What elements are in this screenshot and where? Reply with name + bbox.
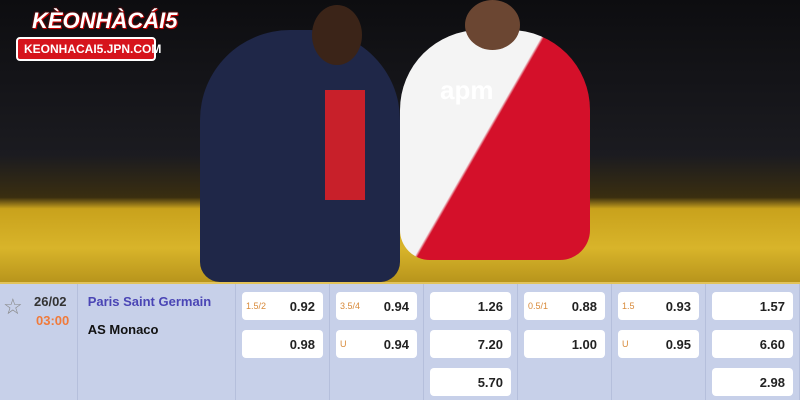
odds-button[interactable]: 0.5/1 0.88	[524, 292, 605, 320]
odds-button[interactable]: U 0.95	[618, 330, 699, 358]
odds-column: 1.26 7.20 5.70	[424, 284, 518, 400]
odds-value: 6.60	[759, 336, 785, 352]
match-time: 03:00	[36, 313, 70, 328]
handicap-label: U	[340, 339, 347, 349]
odds-value: 7.20	[477, 336, 503, 352]
brand-logo[interactable]: KÈONHÀCÁI5 KEONHACAI5.JPN.COM	[16, 8, 177, 61]
odds-value: 1.57	[759, 298, 785, 314]
odds-value: 5.70	[477, 374, 503, 390]
odds-row: ☆ 26/02 03:00 Paris Saint Germain AS Mon…	[0, 282, 800, 400]
handicap-label: 0.5/1	[528, 301, 549, 311]
odds-button[interactable]: 1.26	[430, 292, 511, 320]
match-time-cell: ☆ 26/02 03:00	[0, 284, 78, 400]
odds-button[interactable]: 5.70	[430, 368, 511, 396]
player-psg-head	[312, 5, 362, 65]
odds-button[interactable]: 7.20	[430, 330, 511, 358]
odds-value: 0.94	[383, 298, 409, 314]
odds-value: 0.95	[665, 336, 691, 352]
home-team[interactable]: Paris Saint Germain	[87, 294, 212, 309]
handicap-label: U	[622, 339, 629, 349]
odds-value: 0.93	[665, 298, 691, 314]
odds-value: 1.00	[571, 336, 597, 352]
odds-button[interactable]: 0.98	[242, 330, 323, 358]
teams-cell: Paris Saint Germain AS Monaco	[78, 284, 236, 400]
star-outline-icon[interactable]: ☆	[3, 294, 23, 319]
player-monaco-head	[465, 0, 520, 50]
match-date: 26/02	[34, 294, 67, 309]
player-monaco	[400, 30, 590, 260]
odds-column: 1.5/2 0.92 0.98	[236, 284, 330, 400]
odds-button[interactable]: 2.98	[712, 368, 793, 396]
away-team: AS Monaco	[87, 322, 159, 337]
psg-jersey-stripe	[325, 90, 365, 200]
odds-value: 0.88	[571, 298, 597, 314]
odds-column: 1.57 6.60 2.98	[706, 284, 800, 400]
odds-button[interactable]: 1.5/2 0.92	[242, 292, 323, 320]
odds-value: 0.92	[289, 298, 315, 314]
odds-column: 1.5 0.93 U 0.95	[612, 284, 706, 400]
brand-name: KÈONHÀCÁI5	[32, 8, 178, 33]
jersey-sponsor: apm	[440, 75, 494, 105]
odds-button[interactable]: U 0.94	[336, 330, 417, 358]
odds-button[interactable]: 1.57	[712, 292, 793, 320]
odds-value: 0.98	[289, 336, 315, 352]
odds-column: 0.5/1 0.88 1.00	[518, 284, 612, 400]
odds-value: 0.94	[383, 336, 409, 352]
handicap-label: 1.5/2	[246, 301, 267, 311]
odds-value: 1.26	[477, 298, 503, 314]
player-psg	[200, 30, 400, 282]
odds-value: 2.98	[759, 374, 785, 390]
odds-button[interactable]: 6.60	[712, 330, 793, 358]
handicap-label: 1.5	[622, 301, 635, 311]
odds-button[interactable]: 3.5/4 0.94	[336, 292, 417, 320]
brand-url: KEONHACAI5.JPN.COM	[16, 37, 161, 61]
hero-photo: apm	[0, 0, 800, 282]
odds-button[interactable]: 1.5 0.93	[618, 292, 699, 320]
odds-column: 3.5/4 0.94 U 0.94	[330, 284, 424, 400]
handicap-label: 3.5/4	[340, 301, 361, 311]
odds-button[interactable]: 1.00	[524, 330, 605, 358]
